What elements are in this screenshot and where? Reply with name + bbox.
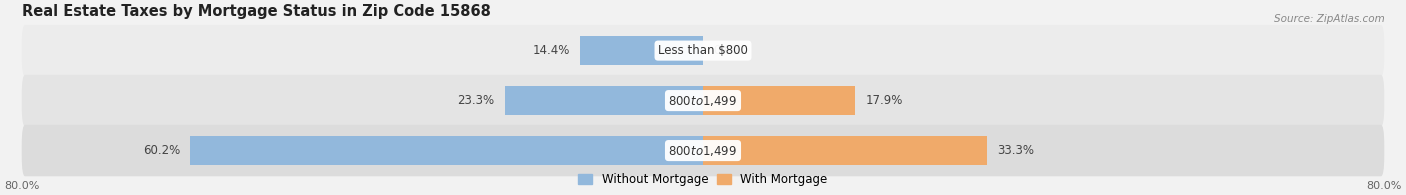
FancyBboxPatch shape xyxy=(21,25,1385,76)
FancyBboxPatch shape xyxy=(21,125,1385,176)
Text: $800 to $1,499: $800 to $1,499 xyxy=(668,94,738,108)
Text: 0.0%: 0.0% xyxy=(713,44,742,57)
Text: 33.3%: 33.3% xyxy=(997,144,1033,157)
Text: Real Estate Taxes by Mortgage Status in Zip Code 15868: Real Estate Taxes by Mortgage Status in … xyxy=(22,4,491,19)
Legend: Without Mortgage, With Mortgage: Without Mortgage, With Mortgage xyxy=(574,168,832,191)
Text: Less than $800: Less than $800 xyxy=(658,44,748,57)
Bar xyxy=(703,136,987,165)
Bar xyxy=(505,86,703,115)
FancyBboxPatch shape xyxy=(21,75,1385,126)
Text: 23.3%: 23.3% xyxy=(457,94,495,107)
Bar xyxy=(703,86,855,115)
Text: $800 to $1,499: $800 to $1,499 xyxy=(668,144,738,158)
Text: 60.2%: 60.2% xyxy=(143,144,180,157)
Text: 14.4%: 14.4% xyxy=(533,44,571,57)
Text: 17.9%: 17.9% xyxy=(866,94,903,107)
Text: Source: ZipAtlas.com: Source: ZipAtlas.com xyxy=(1274,14,1385,24)
Bar xyxy=(581,36,703,65)
Bar xyxy=(190,136,703,165)
